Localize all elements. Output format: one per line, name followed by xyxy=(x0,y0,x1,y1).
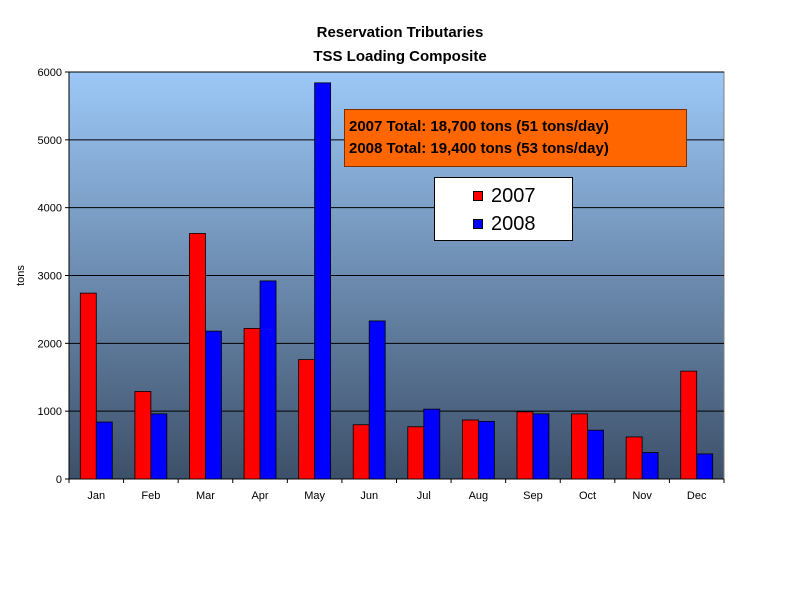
y-tick-label: 2000 xyxy=(38,338,62,350)
bar-2008-aug xyxy=(477,420,495,480)
x-tick-label: Mar xyxy=(196,490,215,502)
legend-label-2007: 2007 xyxy=(491,185,536,207)
annotation-2007-total: 2007 Total: 18,700 tons (51 tons/day) xyxy=(349,118,609,135)
x-tick-label: Sep xyxy=(523,490,543,502)
x-tick-label: Feb xyxy=(141,490,160,502)
legend-label-2008: 2008 xyxy=(491,213,536,235)
x-tick-label: Jun xyxy=(360,490,378,502)
x-tick-label: Oct xyxy=(579,490,596,502)
bar-2007-may xyxy=(298,359,316,480)
bar-2007-aug xyxy=(461,419,479,480)
y-tick-label: 6000 xyxy=(38,67,62,79)
x-tick-label: May xyxy=(304,490,325,502)
bar-2007-jun xyxy=(352,424,370,480)
annotation-2008-total: 2008 Total: 19,400 tons (53 tons/day) xyxy=(349,140,609,157)
y-tick-label: 1000 xyxy=(38,406,62,418)
chart-title: Reservation Tributaries xyxy=(316,24,484,41)
bar-2008-jul xyxy=(423,408,441,480)
bar-2008-dec xyxy=(696,453,714,480)
x-tick-label: Jul xyxy=(417,490,431,502)
y-tick-label: 5000 xyxy=(38,135,62,147)
bar-2008-nov xyxy=(641,452,659,480)
x-tick-label: Apr xyxy=(251,490,268,502)
y-tick-label: 3000 xyxy=(38,271,62,283)
bar-2007-nov xyxy=(625,436,643,480)
totals-annotation: 2007 Total: 18,700 tons (51 tons/day) 20… xyxy=(344,109,687,167)
bar-2007-jan xyxy=(79,292,97,480)
chart-subtitle: TSS Loading Composite xyxy=(313,48,487,65)
bar-2008-feb xyxy=(150,413,168,480)
bar-2007-apr xyxy=(243,328,261,480)
y-tick-label: 4000 xyxy=(38,203,62,215)
legend-swatch-2007 xyxy=(473,191,483,201)
x-tick-label: Nov xyxy=(632,490,652,502)
x-tick-label: Jan xyxy=(87,490,105,502)
bar-2007-mar xyxy=(189,233,206,480)
bar-2007-jul xyxy=(407,426,425,480)
bar-2008-jan xyxy=(95,421,113,480)
bar-2007-dec xyxy=(680,370,698,480)
y-axis-label: tons xyxy=(15,265,27,286)
bar-2008-jun xyxy=(368,320,386,480)
x-tick-label: Aug xyxy=(469,490,489,502)
bar-2008-apr xyxy=(259,280,277,480)
legend-swatch-2008 xyxy=(473,219,483,229)
bar-2008-oct xyxy=(587,429,604,480)
bar-2007-sep xyxy=(516,411,534,480)
bar-2008-sep xyxy=(532,413,550,480)
bar-2007-feb xyxy=(134,391,152,480)
y-tick-label: 0 xyxy=(56,474,62,486)
bar-2008-mar xyxy=(205,330,222,480)
bar-2008-may xyxy=(314,82,332,480)
bar-2007-oct xyxy=(571,413,588,480)
chart-legend: 2007 2008 xyxy=(434,177,573,241)
x-tick-label: Dec xyxy=(687,490,707,502)
